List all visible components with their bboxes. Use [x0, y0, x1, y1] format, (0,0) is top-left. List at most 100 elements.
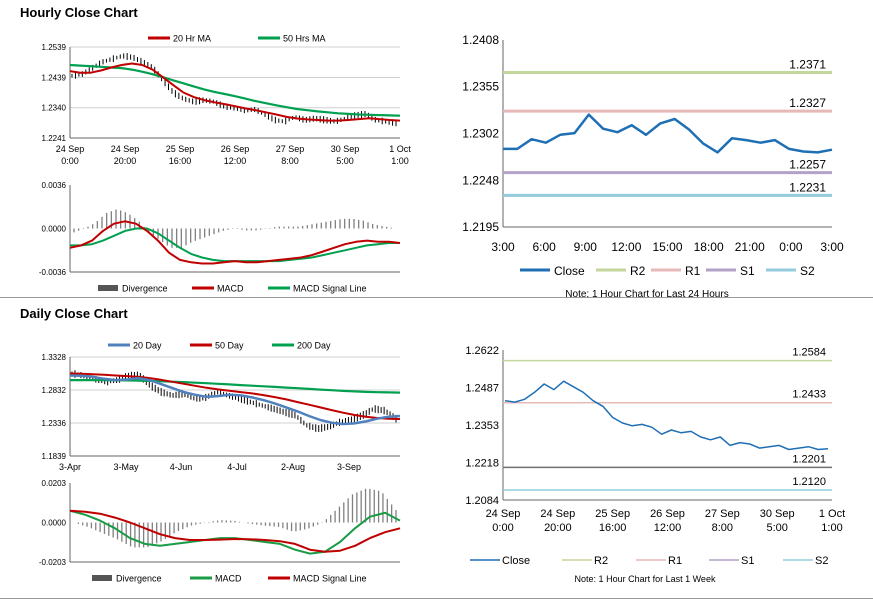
pivot-week-x-tick: 30 Sep [760, 508, 795, 520]
pivot-24h-x-tick: 15:00 [652, 240, 682, 254]
pivot-24h-x-tick: 0:00 [779, 240, 803, 254]
pivot-24h-x-tick: 21:00 [735, 240, 765, 254]
pivot-24h-x-tick: 18:00 [694, 240, 724, 254]
pivot-24h-s2-value: 1.2231 [789, 180, 826, 194]
hourly-divergence-legend-swatch [98, 285, 118, 291]
hourly-price-y-tick: 1.2340 [42, 104, 67, 113]
pivot-week-x-tick: 5:00 [766, 522, 787, 534]
pivot-week-y-tick: 1.2218 [465, 457, 499, 469]
pivot-24h-legend-label: S1 [740, 264, 755, 278]
pivot-24h-y-tick: 1.2302 [462, 126, 499, 140]
pivot-week-x-tick: 25 Sep [595, 508, 630, 520]
section-divider [0, 297, 873, 298]
hourly-price-x-tick: 20:00 [114, 156, 137, 166]
pivot-week-legend-label: R2 [594, 555, 608, 567]
pivot-week-x-tick: 27 Sep [705, 508, 740, 520]
hourly-price-x-tick: 25 Sep [166, 144, 195, 154]
hourly-price-x-tick: 8:00 [281, 156, 299, 166]
pivot-week-y-tick: 1.2353 [465, 420, 499, 432]
pivot-week-x-tick: 24 Sep [486, 508, 521, 520]
hourly-price-x-tick: 5:00 [336, 156, 354, 166]
hourly-price-x-tick: 24 Sep [111, 144, 140, 154]
daily-price-y-tick: 1.1839 [42, 452, 67, 461]
daily-macd-y-tick: 0.0000 [42, 518, 67, 527]
hourly-ma50-legend-label: 50 Hrs MA [283, 34, 326, 44]
pivot-week-s2-value: 1.2120 [792, 476, 826, 488]
daily-price-x-tick: 3-Sep [337, 462, 361, 472]
pivot-24h-x-tick: 6:00 [532, 240, 556, 254]
hourly-macd-y-tick: 0.0000 [42, 224, 67, 233]
daily-ma20-legend-label: 20 Day [133, 341, 162, 351]
daily-section-title: Daily Close Chart [20, 306, 128, 321]
pivot-week-x-tick: 12:00 [654, 522, 682, 534]
daily-ma50-line [69, 372, 401, 420]
hourly-price-x-tick: 1 Oct [389, 144, 411, 154]
daily-macd-legend-label: MACD [215, 574, 242, 584]
hourly-price-x-tick: 16:00 [169, 156, 192, 166]
pivot-24h-legend-label: S2 [800, 264, 815, 278]
pivot-24h-legend-label: R1 [685, 264, 701, 278]
hourly-ma20-legend-label: 20 Hr MA [173, 34, 211, 44]
daily-price-x-tick: 4-Jul [227, 462, 247, 472]
hourly-ma20-line [69, 62, 401, 122]
daily-price-y-tick: 1.2336 [42, 419, 67, 428]
bottom-divider [0, 598, 873, 599]
daily-price-x-tick: 4-Jun [170, 462, 193, 472]
daily-divergence-legend-label: Divergence [116, 574, 162, 584]
pivot-week-y-tick: 1.2487 [465, 382, 499, 394]
pivot-week-y-tick: 1.2084 [465, 495, 499, 507]
daily-macd-signal-line [69, 509, 401, 553]
daily-macd-y-tick: 0.0203 [42, 479, 67, 488]
pivot-24h-x-tick: 3:00 [820, 240, 844, 254]
hourly-macd-y-tick: 0.0036 [42, 181, 67, 190]
daily-price-x-tick: 3-May [113, 462, 139, 472]
daily-price-y-tick: 1.2832 [42, 386, 67, 395]
pivot-24h-r1-value: 1.2327 [789, 96, 826, 110]
hourly-macd-signal-line [70, 227, 400, 263]
daily-macd-y-tick: -0.0203 [39, 558, 67, 567]
pivot-week-legend-label: S1 [741, 555, 754, 567]
daily-price-x-tick: 2-Aug [281, 462, 305, 472]
pivot-24h-note: Note: 1 Hour Chart for Last 24 Hours [565, 289, 728, 300]
daily-divergence-legend-swatch [92, 575, 112, 581]
hourly-price-x-tick: 30 Sep [331, 144, 360, 154]
hourly-section-title: Hourly Close Chart [20, 5, 138, 20]
daily-ma200-legend-label: 200 Day [297, 341, 331, 351]
pivot-week-legend-label: Close [502, 555, 530, 567]
pivot-24h-y-tick: 1.2408 [462, 33, 499, 47]
pivot-24h-r2-value: 1.2371 [789, 57, 826, 71]
pivot-week-x-tick: 0:00 [492, 522, 513, 534]
hourly-price-x-tick: 27 Sep [276, 144, 305, 154]
hourly-price-y-tick: 1.2241 [42, 134, 67, 143]
hourly-price-x-tick: 12:00 [224, 156, 247, 166]
pivot-24h-legend-label: R2 [630, 264, 646, 278]
pivot-week-r1-value: 1.2433 [792, 389, 826, 401]
pivot-week-x-tick: 20:00 [544, 522, 572, 534]
pivot-week-x-tick: 8:00 [712, 522, 733, 534]
hourly-price-x-tick: 26 Sep [221, 144, 250, 154]
hourly-macd-legend-label: MACD [217, 284, 244, 294]
hourly-price-x-tick: 0:00 [61, 156, 79, 166]
hourly-macd-signal-legend-label: MACD Signal Line [293, 284, 367, 294]
hourly-macd-line [69, 220, 401, 265]
hourly-price-x-tick: 24 Sep [56, 144, 85, 154]
pivot-24h-x-tick: 12:00 [611, 240, 641, 254]
hourly-ma50-line [69, 63, 401, 117]
daily-price-x-tick: 3-Apr [59, 462, 81, 472]
hourly-divergence-legend-label: Divergence [122, 284, 168, 294]
daily-macd-signal-legend-label: MACD Signal Line [293, 574, 367, 584]
hourly-price-y-tick: 1.2439 [42, 73, 67, 82]
pivot-24h-legend-label: Close [554, 264, 585, 278]
pivot-24h-close-line [503, 113, 833, 154]
hourly-price-x-tick: 1:00 [391, 156, 409, 166]
pivot-week-x-tick: 24 Sep [540, 508, 575, 520]
pivot-week-close-line [504, 380, 829, 451]
pivot-week-y-tick: 1.2622 [465, 345, 499, 357]
hourly-price-y-tick: 1.2539 [42, 43, 67, 52]
pivot-24h-x-tick: 9:00 [574, 240, 598, 254]
pivot-24h-y-tick: 1.2355 [462, 80, 499, 94]
pivot-week-x-tick: 16:00 [599, 522, 627, 534]
daily-ma50-legend-label: 50 Day [215, 341, 244, 351]
pivot-24h-y-tick: 1.2248 [462, 174, 499, 188]
